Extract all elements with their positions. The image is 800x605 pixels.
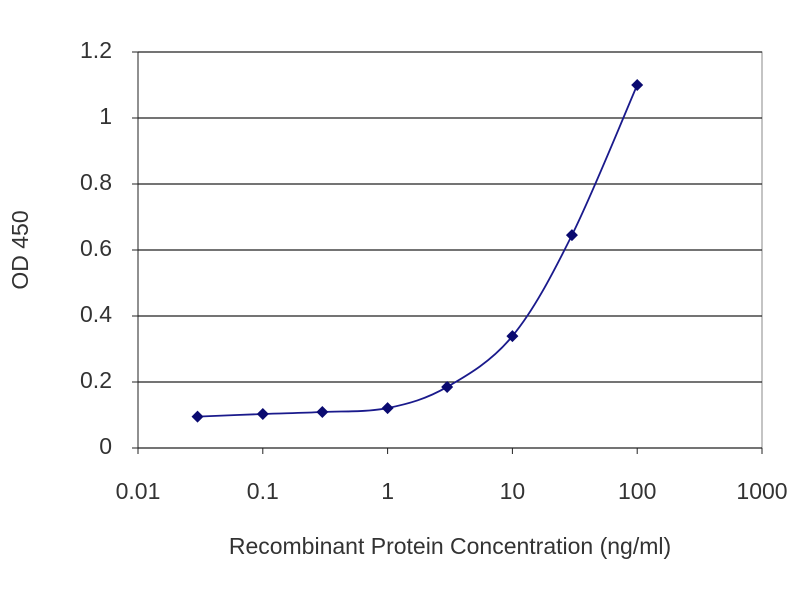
data-point <box>565 229 578 242</box>
data-point <box>316 406 329 419</box>
x-tick-label: 100 <box>618 478 656 504</box>
y-tick-label: 0.8 <box>80 169 112 195</box>
data-point <box>381 402 394 415</box>
y-tick-label: 1.2 <box>80 37 112 63</box>
x-tick-label: 0.1 <box>247 478 279 504</box>
data-point <box>191 410 204 423</box>
data-point <box>441 380 454 393</box>
data-point <box>506 330 519 343</box>
x-tick-label: 1000 <box>736 478 787 504</box>
data-point <box>631 79 644 91</box>
x-tick-label: 10 <box>500 478 526 504</box>
y-tick-label: 1 <box>99 103 112 129</box>
x-tick-label: 1 <box>381 478 394 504</box>
y-tick-label: 0 <box>99 433 112 459</box>
data-point <box>256 408 269 421</box>
y-tick-label: 0.4 <box>80 301 112 327</box>
y-axis-title: OD 450 <box>7 210 33 289</box>
x-tick-label: 0.01 <box>116 478 161 504</box>
y-tick-label: 0.6 <box>80 235 112 261</box>
x-axis-title: Recombinant Protein Concentration (ng/ml… <box>229 533 671 559</box>
y-tick-label: 0.2 <box>80 367 112 393</box>
